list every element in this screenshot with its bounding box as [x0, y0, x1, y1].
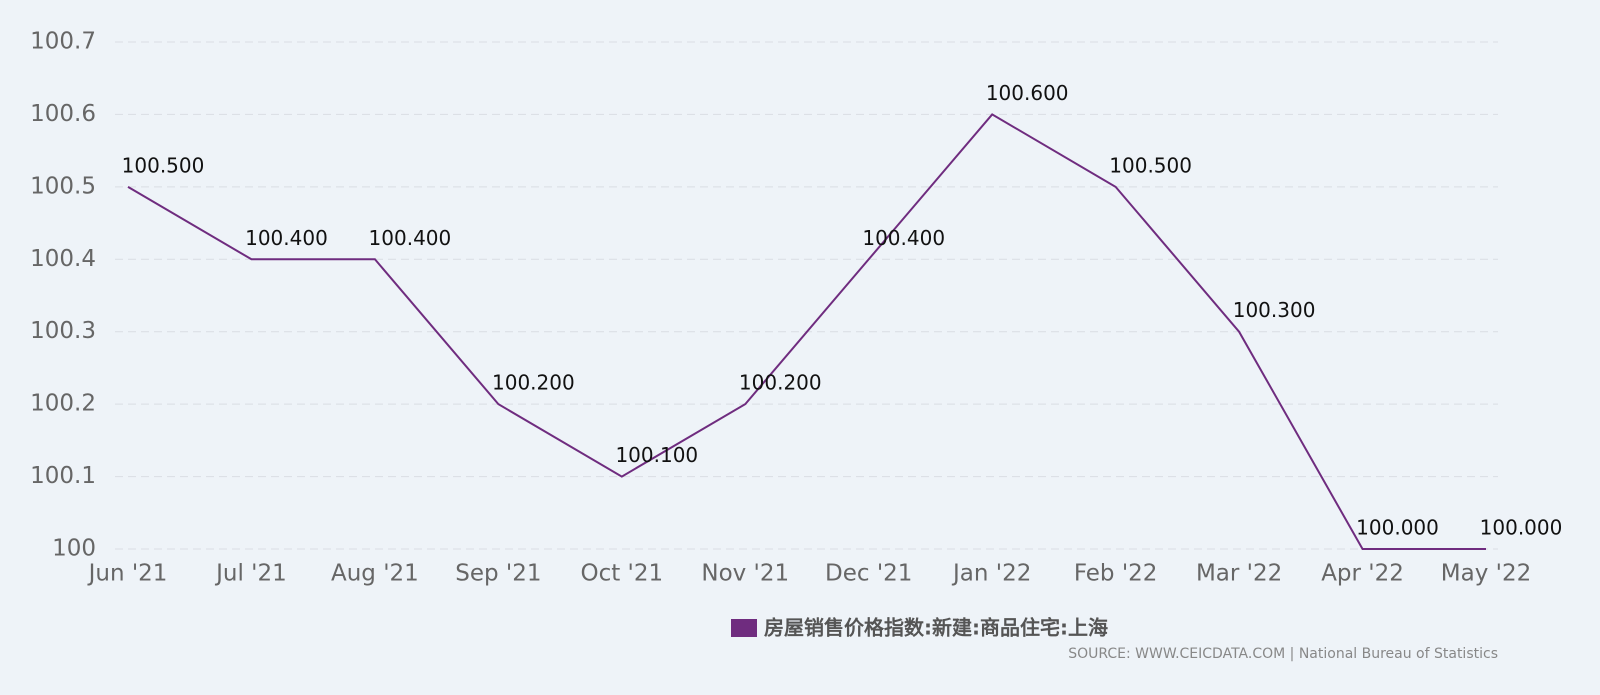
value-label: 100.000: [1356, 516, 1439, 540]
value-label: 100.200: [739, 371, 822, 395]
x-tick-label: Apr '22: [1321, 561, 1404, 587]
legend-label[interactable]: 房屋销售价格指数:新建:商品住宅:上海: [764, 616, 1108, 640]
y-tick-label: 100.3: [30, 318, 96, 344]
value-label: 100.400: [369, 226, 452, 250]
x-tick-label: Feb '22: [1074, 561, 1158, 587]
y-tick-label: 100.5: [30, 173, 96, 199]
value-label: 100.000: [1480, 516, 1563, 540]
x-tick-label: Oct '21: [580, 561, 663, 587]
y-tick-label: 100.4: [30, 246, 96, 272]
y-tick-label: 100: [52, 536, 96, 562]
value-label: 100.500: [1109, 153, 1192, 177]
value-label: 100.500: [122, 153, 205, 177]
x-tick-label: Nov '21: [701, 561, 789, 587]
x-tick-label: Dec '21: [825, 561, 912, 587]
y-tick-label: 100.2: [30, 391, 96, 417]
x-tick-label: Mar '22: [1196, 561, 1282, 587]
value-label: 100.400: [862, 226, 945, 250]
y-tick-label: 100.6: [30, 101, 96, 127]
x-tick-label: May '22: [1441, 561, 1531, 587]
value-label: 100.200: [492, 371, 575, 395]
value-label: 100.600: [986, 81, 1069, 105]
x-tick-label: Jul '21: [214, 561, 287, 587]
series-line: [127, 113, 1486, 550]
x-tick-label: Jan '22: [951, 561, 1031, 587]
value-label: 100.100: [615, 443, 698, 467]
y-tick-label: 100.1: [30, 463, 96, 489]
value-label: 100.300: [1233, 298, 1316, 322]
value-label: 100.400: [245, 226, 328, 250]
x-tick-label: Aug '21: [331, 561, 419, 587]
x-tick-label: Sep '21: [455, 561, 541, 587]
y-tick-label: 100.7: [30, 29, 96, 55]
legend-swatch: [731, 619, 757, 637]
source-note: SOURCE: WWW.CEICDATA.COM | National Bure…: [1068, 646, 1498, 662]
x-tick-label: Jun '21: [87, 561, 168, 587]
